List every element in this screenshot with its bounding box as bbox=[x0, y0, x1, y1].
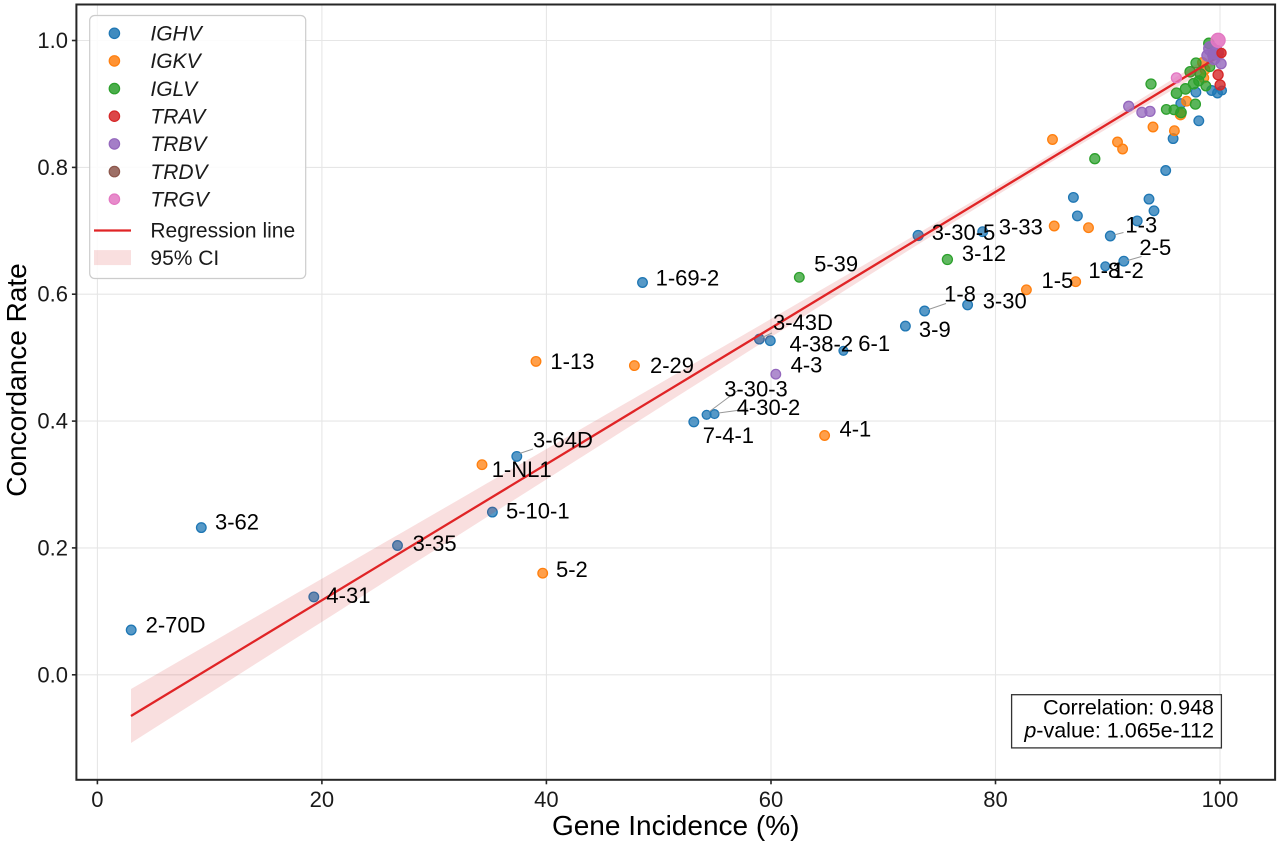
svg-text:4-31: 4-31 bbox=[326, 583, 370, 608]
svg-text:100: 100 bbox=[1202, 787, 1239, 812]
svg-text:TRBV: TRBV bbox=[150, 133, 208, 156]
svg-text:0.4: 0.4 bbox=[37, 409, 68, 434]
svg-text:1-2: 1-2 bbox=[1112, 258, 1144, 283]
svg-text:1-NL1: 1-NL1 bbox=[492, 457, 552, 482]
svg-text:2-70D: 2-70D bbox=[146, 613, 206, 638]
svg-text:TRAV: TRAV bbox=[150, 106, 207, 129]
svg-text:3-64D: 3-64D bbox=[533, 427, 593, 452]
svg-text:1-5: 1-5 bbox=[1042, 268, 1074, 293]
svg-text:1-13: 1-13 bbox=[550, 349, 594, 374]
svg-text:0.0: 0.0 bbox=[37, 662, 68, 687]
svg-text:20: 20 bbox=[310, 787, 334, 812]
svg-text:3-33: 3-33 bbox=[999, 215, 1043, 240]
svg-text:p-value: 1.065e-112: p-value: 1.065e-112 bbox=[1023, 718, 1214, 742]
svg-text:5-10-1: 5-10-1 bbox=[506, 499, 570, 524]
svg-text:3-35: 3-35 bbox=[413, 531, 457, 556]
svg-text:1-8: 1-8 bbox=[944, 282, 976, 307]
svg-text:0.2: 0.2 bbox=[37, 535, 68, 560]
svg-text:3-30-3: 3-30-3 bbox=[724, 377, 788, 402]
svg-text:1.0: 1.0 bbox=[37, 28, 68, 53]
svg-text:1-69-2: 1-69-2 bbox=[656, 266, 720, 291]
svg-text:0: 0 bbox=[91, 787, 103, 812]
svg-text:3-62: 3-62 bbox=[215, 509, 259, 534]
svg-text:4-3: 4-3 bbox=[791, 353, 823, 378]
svg-text:80: 80 bbox=[983, 787, 1007, 812]
svg-text:Concordance Rate: Concordance Rate bbox=[1, 263, 32, 496]
svg-text:0.8: 0.8 bbox=[37, 155, 68, 180]
svg-text:Correlation: 0.948: Correlation: 0.948 bbox=[1043, 695, 1214, 719]
svg-text:IGHV: IGHV bbox=[150, 23, 203, 46]
svg-text:1-8: 1-8 bbox=[1088, 258, 1120, 283]
svg-text:5-39: 5-39 bbox=[814, 252, 858, 277]
svg-text:TRGV: TRGV bbox=[150, 188, 210, 211]
svg-text:4-1: 4-1 bbox=[840, 417, 872, 442]
svg-text:3-12: 3-12 bbox=[962, 241, 1006, 266]
svg-text:3-43D: 3-43D bbox=[773, 310, 833, 335]
svg-text:3-30-5: 3-30-5 bbox=[932, 220, 996, 245]
svg-text:4-30-2: 4-30-2 bbox=[737, 395, 801, 420]
svg-text:40: 40 bbox=[534, 787, 558, 812]
svg-text:7-4-1: 7-4-1 bbox=[703, 423, 754, 448]
svg-text:60: 60 bbox=[759, 787, 783, 812]
svg-text:IGKV: IGKV bbox=[150, 50, 202, 73]
svg-text:3-30: 3-30 bbox=[983, 288, 1027, 313]
svg-text:TRDV: TRDV bbox=[150, 161, 209, 184]
svg-text:6-1: 6-1 bbox=[858, 331, 890, 356]
svg-text:4-38-2: 4-38-2 bbox=[790, 332, 854, 357]
svg-text:Gene Incidence (%): Gene Incidence (%) bbox=[552, 810, 799, 841]
svg-text:95% CI: 95% CI bbox=[150, 247, 219, 270]
svg-text:5-2: 5-2 bbox=[556, 557, 588, 582]
svg-text:2-5: 2-5 bbox=[1139, 235, 1171, 260]
svg-text:0.6: 0.6 bbox=[37, 282, 68, 307]
svg-text:3-9: 3-9 bbox=[919, 317, 951, 342]
svg-text:IGLV: IGLV bbox=[150, 78, 199, 101]
svg-text:1-3: 1-3 bbox=[1125, 213, 1157, 238]
svg-text:Regression line: Regression line bbox=[150, 220, 295, 243]
svg-text:2-29: 2-29 bbox=[650, 353, 694, 378]
